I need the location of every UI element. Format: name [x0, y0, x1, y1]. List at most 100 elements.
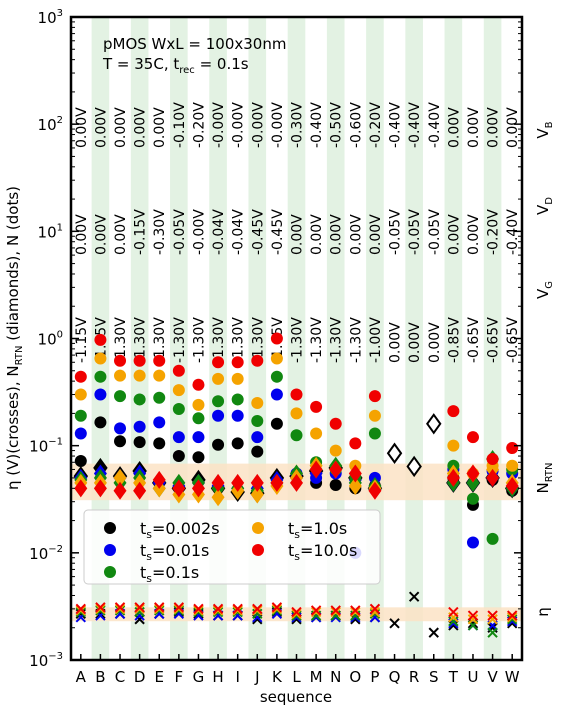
- eta-cross-M: [310, 606, 322, 618]
- eta-cross-A: [75, 606, 87, 618]
- nrtn-diamond-G: [191, 479, 205, 498]
- n-dot-K: [270, 370, 283, 383]
- bias-D-U: 0.00V: [466, 214, 482, 255]
- eta-cross-F: [173, 605, 185, 616]
- eta-cross-B: [95, 605, 106, 616]
- nrtn-diamond-N: [329, 460, 343, 479]
- nrtn-diamond-E: [152, 470, 166, 489]
- n-dot-W: [506, 459, 519, 472]
- bias-D-Q: -0.05V: [388, 209, 404, 255]
- bias-D-K: -0.45V: [270, 209, 286, 255]
- bias-D-V: -0.20V: [486, 209, 502, 255]
- legend-label: ts=0.01s: [140, 541, 209, 563]
- n-dot-K: [270, 417, 283, 430]
- n-dot-F: [172, 364, 185, 377]
- legend-marker: [104, 544, 116, 556]
- bias-G-P: -1.00V: [368, 317, 384, 363]
- bias-B-N: -0.50V: [329, 102, 345, 148]
- nrtn-diamond-H: [211, 488, 225, 507]
- eta-cross-F: [173, 602, 185, 613]
- n-dot-V: [486, 532, 499, 545]
- n-dot-G: [192, 431, 205, 444]
- n-dot-N: [329, 417, 342, 430]
- eta-cross-V: [487, 614, 498, 625]
- eta-cross-P: [369, 606, 381, 618]
- n-dot-C: [114, 354, 127, 367]
- n-dot-A: [74, 409, 87, 422]
- nrtn-diamond-W: [505, 477, 519, 496]
- nrtn-diamond-O: [348, 464, 362, 483]
- y-tick-label: 102: [38, 115, 63, 134]
- bias-D-H: -0.04V: [211, 209, 227, 255]
- n-dot-E: [153, 354, 166, 367]
- bias-G-D: -1.30V: [133, 317, 149, 363]
- eta-cross-I: [232, 605, 243, 616]
- row-label-VG: VG: [534, 281, 555, 299]
- eta-cross-C: [114, 602, 126, 613]
- n-dot-I: [231, 393, 244, 406]
- bias-G-I: -1.30V: [231, 317, 247, 363]
- band-label-0: NRTN: [534, 462, 555, 493]
- x-tick-label-V: V: [487, 668, 498, 686]
- n-dot-I: [231, 372, 244, 385]
- x-tick-label-C: C: [115, 668, 125, 686]
- bias-B-L: -0.30V: [290, 102, 306, 148]
- x-tick-label-F: F: [175, 668, 184, 686]
- x-tick-label-K: K: [272, 668, 283, 686]
- x-tick-label-R: R: [409, 668, 419, 686]
- nrtn-diamond-H: [211, 473, 225, 492]
- eta-cross-T: [448, 606, 459, 618]
- y-tick-label: 103: [38, 8, 63, 27]
- bias-B-W: 0.00V: [505, 107, 521, 148]
- x-tick-label-M: M: [310, 668, 323, 686]
- eta-cross-O: [350, 606, 361, 618]
- axes: 10−3 10−2 10−1 100 101 102 103 A B C D E F G H I J K L M N O P…: [29, 8, 522, 686]
- x-tick-label-T: T: [448, 668, 459, 686]
- eta-cross-W: [506, 612, 518, 623]
- nrtn-diamond-S: [426, 413, 442, 435]
- x-tick-label-P: P: [370, 668, 379, 686]
- legend-marker: [252, 522, 264, 534]
- bias-G-Q: 0.00V: [388, 322, 404, 363]
- bias-D-S: -0.05V: [427, 209, 443, 255]
- bias-D-F: -0.05V: [172, 209, 188, 255]
- eta-cross-I: [232, 603, 243, 615]
- eta-cross-H: [212, 606, 224, 618]
- n-dot-F: [172, 450, 185, 463]
- bias-G-S: 0.00V: [427, 322, 443, 363]
- eta-cross-G: [193, 603, 204, 615]
- nrtn-diamond-M: [309, 460, 323, 479]
- n-dot-H: [212, 438, 225, 451]
- bias-B-U: 0.00V: [466, 107, 482, 148]
- bias-B-P: -0.20V: [368, 102, 384, 148]
- bias-G-J: -1.30V: [250, 317, 266, 363]
- n-dot-M: [310, 400, 323, 413]
- bias-B-A: 0.00V: [74, 107, 90, 148]
- bias-D-A: 0.00V: [74, 214, 90, 255]
- bias-B-K: -0.00V: [270, 102, 286, 148]
- bias-G-V: -0.65V: [486, 317, 502, 363]
- n-dot-N: [329, 444, 342, 457]
- nrtn-diamond-K: [270, 473, 284, 492]
- n-dot-V: [486, 453, 499, 466]
- n-dot-E: [153, 416, 166, 429]
- row-label-VD: VD: [534, 197, 555, 215]
- bias-G-C: -1.30V: [113, 317, 129, 363]
- nrtn-diamond-Q: [386, 442, 403, 464]
- y-axis-label: η (V)(crosses), NRTN (diamonds), N (dots…: [4, 186, 25, 490]
- legend-label: ts=0.002s: [140, 519, 220, 541]
- eta-cross-G: [193, 605, 204, 616]
- bias-G-O: -1.30V: [348, 317, 364, 363]
- n-dot-A: [74, 388, 87, 401]
- bias-B-J: -0.00V: [250, 102, 266, 148]
- n-dot-F: [172, 384, 185, 397]
- n-dot-I: [231, 356, 244, 369]
- n-dot-P: [368, 427, 381, 440]
- bias-D-W: -0.40V: [505, 209, 521, 255]
- n-dot-B: [94, 370, 107, 383]
- legend-marker: [104, 522, 116, 534]
- nrtn-diamond-L: [290, 473, 303, 492]
- eta-cross-C: [114, 603, 126, 615]
- y-tick-label: 10−2: [29, 544, 63, 563]
